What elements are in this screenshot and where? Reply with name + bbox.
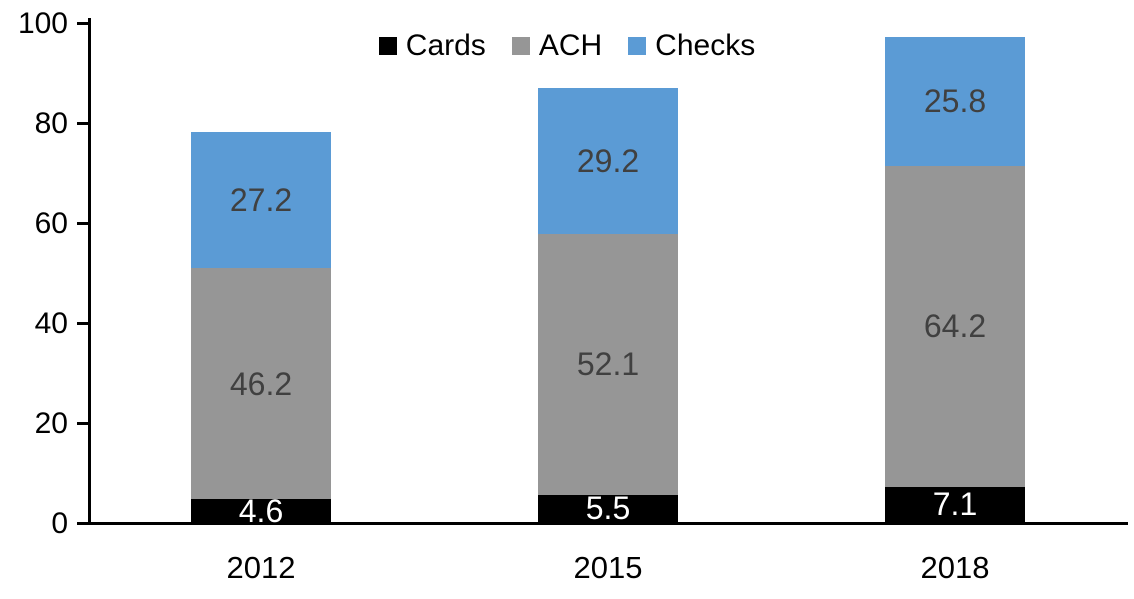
y-tick-label-100: 100 (17, 7, 68, 40)
y-tick-label-60: 60 (34, 207, 68, 240)
segment-checks-2018: 25.8 (885, 36, 1025, 166)
cards-swatch-icon (378, 37, 397, 55)
y-tick-label-0: 0 (51, 507, 68, 540)
segment-ach-2018: 64.2 (885, 165, 1025, 487)
legend-label-cards: Cards (405, 29, 486, 62)
value-label-cards-2015: 5.5 (585, 490, 631, 527)
value-label-checks-2018: 25.8 (923, 83, 987, 119)
legend-item-ach: ACH (511, 29, 603, 62)
x-label-2018: 2018 (920, 550, 990, 585)
y-tick-60 (77, 222, 88, 225)
y-tick-label-80: 80 (34, 107, 68, 140)
segment-ach-2012: 46.2 (191, 268, 331, 499)
segment-cards-2015: 5.5 (538, 490, 678, 527)
value-label-ach-2012: 46.2 (229, 365, 293, 402)
value-label-ach-2015: 52.1 (576, 346, 640, 383)
y-tick-label-40: 40 (34, 307, 68, 340)
value-label-cards-2018: 7.1 (932, 486, 978, 523)
segment-cards-2018: 7.1 (885, 486, 1025, 523)
x-label-2015: 2015 (573, 550, 643, 585)
y-tick-40 (77, 322, 88, 325)
segment-cards-2012: 4.6 (191, 495, 331, 527)
y-tick-100 (77, 22, 88, 25)
y-tick-label-20: 20 (34, 407, 68, 440)
legend-label-checks: Checks (655, 29, 756, 62)
segment-ach-2015: 52.1 (538, 234, 678, 495)
segment-checks-2012: 27.2 (191, 132, 331, 268)
x-label-2012: 2012 (226, 550, 296, 585)
value-label-ach-2018: 64.2 (923, 308, 987, 344)
legend-item-cards: Cards (378, 29, 486, 62)
segment-checks-2015: 29.2 (538, 88, 678, 234)
checks-swatch-icon (628, 37, 647, 55)
chart-legend: Cards ACH Checks (0, 31, 1134, 61)
y-tick-0 (77, 522, 88, 525)
value-label-checks-2015: 29.2 (576, 143, 640, 179)
legend-label-ach: ACH (538, 29, 603, 62)
value-label-checks-2012: 27.2 (229, 182, 293, 218)
y-tick-80 (77, 122, 88, 125)
value-label-cards-2012: 4.6 (238, 492, 284, 529)
ach-swatch-icon (511, 37, 530, 55)
legend-item-checks: Checks (628, 31, 755, 61)
y-axis-line (88, 18, 91, 525)
y-tick-20 (77, 422, 88, 425)
x-axis-line (88, 522, 1128, 525)
